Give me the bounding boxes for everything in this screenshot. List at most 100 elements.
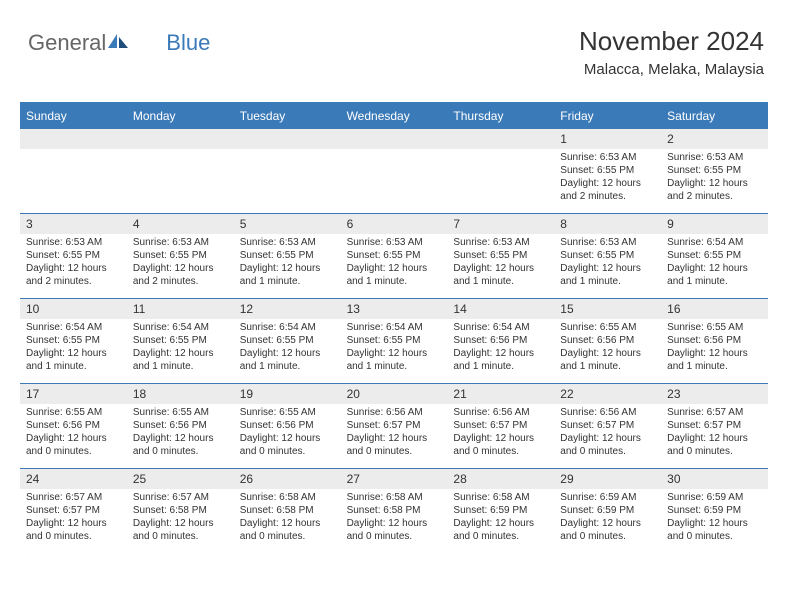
day-cell: 30Sunrise: 6:59 AMSunset: 6:59 PMDayligh… (661, 469, 768, 553)
daylight-text: Daylight: 12 hours and 0 minutes. (667, 432, 762, 458)
sunset-text: Sunset: 6:58 PM (133, 504, 228, 517)
sunset-text: Sunset: 6:55 PM (26, 334, 121, 347)
day-cell: 20Sunrise: 6:56 AMSunset: 6:57 PMDayligh… (341, 384, 448, 468)
sunrise-text: Sunrise: 6:57 AM (667, 406, 762, 419)
day-cell: 16Sunrise: 6:55 AMSunset: 6:56 PMDayligh… (661, 299, 768, 383)
sunset-text: Sunset: 6:56 PM (240, 419, 335, 432)
day-number: 9 (661, 214, 768, 234)
day-number: 23 (661, 384, 768, 404)
day-cell: 13Sunrise: 6:54 AMSunset: 6:55 PMDayligh… (341, 299, 448, 383)
daylight-text: Daylight: 12 hours and 1 minute. (667, 347, 762, 373)
sunrise-text: Sunrise: 6:55 AM (560, 321, 655, 334)
sunrise-text: Sunrise: 6:55 AM (240, 406, 335, 419)
sunset-text: Sunset: 6:55 PM (347, 334, 442, 347)
day-number: 20 (341, 384, 448, 404)
daylight-text: Daylight: 12 hours and 1 minute. (667, 262, 762, 288)
day-cell: 8Sunrise: 6:53 AMSunset: 6:55 PMDaylight… (554, 214, 661, 298)
day-number: 30 (661, 469, 768, 489)
sunrise-text: Sunrise: 6:55 AM (133, 406, 228, 419)
day-number: 2 (661, 129, 768, 149)
sunrise-text: Sunrise: 6:54 AM (347, 321, 442, 334)
day-cell: 14Sunrise: 6:54 AMSunset: 6:56 PMDayligh… (447, 299, 554, 383)
sunrise-text: Sunrise: 6:57 AM (133, 491, 228, 504)
empty-daynum (447, 129, 554, 149)
day-details: Sunrise: 6:53 AMSunset: 6:55 PMDaylight:… (554, 234, 661, 292)
sunset-text: Sunset: 6:57 PM (453, 419, 548, 432)
day-cell: 3Sunrise: 6:53 AMSunset: 6:55 PMDaylight… (20, 214, 127, 298)
empty-daynum (341, 129, 448, 149)
daylight-text: Daylight: 12 hours and 1 minute. (240, 262, 335, 288)
day-cell: 15Sunrise: 6:55 AMSunset: 6:56 PMDayligh… (554, 299, 661, 383)
day-cell: 18Sunrise: 6:55 AMSunset: 6:56 PMDayligh… (127, 384, 234, 468)
day-number: 4 (127, 214, 234, 234)
day-details: Sunrise: 6:54 AMSunset: 6:56 PMDaylight:… (447, 319, 554, 377)
day-cell: 19Sunrise: 6:55 AMSunset: 6:56 PMDayligh… (234, 384, 341, 468)
day-number: 5 (234, 214, 341, 234)
day-cell: 23Sunrise: 6:57 AMSunset: 6:57 PMDayligh… (661, 384, 768, 468)
day-number: 24 (20, 469, 127, 489)
sunrise-text: Sunrise: 6:56 AM (560, 406, 655, 419)
day-header-thursday: Thursday (447, 104, 554, 128)
day-header-tuesday: Tuesday (234, 104, 341, 128)
week-row: 17Sunrise: 6:55 AMSunset: 6:56 PMDayligh… (20, 383, 768, 468)
day-number: 21 (447, 384, 554, 404)
sunset-text: Sunset: 6:56 PM (560, 334, 655, 347)
sunset-text: Sunset: 6:55 PM (560, 164, 655, 177)
day-details: Sunrise: 6:59 AMSunset: 6:59 PMDaylight:… (554, 489, 661, 547)
sunrise-text: Sunrise: 6:56 AM (453, 406, 548, 419)
sunrise-text: Sunrise: 6:54 AM (133, 321, 228, 334)
day-number: 17 (20, 384, 127, 404)
month-title: November 2024 (579, 26, 764, 57)
header: November 2024 Malacca, Melaka, Malaysia (579, 26, 764, 78)
day-cell: 11Sunrise: 6:54 AMSunset: 6:55 PMDayligh… (127, 299, 234, 383)
day-details: Sunrise: 6:58 AMSunset: 6:59 PMDaylight:… (447, 489, 554, 547)
daylight-text: Daylight: 12 hours and 2 minutes. (667, 177, 762, 203)
calendar: SundayMondayTuesdayWednesdayThursdayFrid… (20, 102, 768, 553)
day-number: 13 (341, 299, 448, 319)
day-details: Sunrise: 6:56 AMSunset: 6:57 PMDaylight:… (341, 404, 448, 462)
daylight-text: Daylight: 12 hours and 0 minutes. (667, 517, 762, 543)
daylight-text: Daylight: 12 hours and 1 minute. (560, 262, 655, 288)
sunrise-text: Sunrise: 6:59 AM (667, 491, 762, 504)
day-details: Sunrise: 6:57 AMSunset: 6:58 PMDaylight:… (127, 489, 234, 547)
daylight-text: Daylight: 12 hours and 1 minute. (347, 262, 442, 288)
day-cell: 5Sunrise: 6:53 AMSunset: 6:55 PMDaylight… (234, 214, 341, 298)
daylight-text: Daylight: 12 hours and 2 minutes. (133, 262, 228, 288)
sunset-text: Sunset: 6:59 PM (453, 504, 548, 517)
sunrise-text: Sunrise: 6:53 AM (347, 236, 442, 249)
day-details: Sunrise: 6:53 AMSunset: 6:55 PMDaylight:… (20, 234, 127, 292)
sunset-text: Sunset: 6:59 PM (667, 504, 762, 517)
empty-daynum (20, 129, 127, 149)
daylight-text: Daylight: 12 hours and 0 minutes. (453, 517, 548, 543)
daylight-text: Daylight: 12 hours and 1 minute. (453, 262, 548, 288)
day-number: 7 (447, 214, 554, 234)
day-details: Sunrise: 6:59 AMSunset: 6:59 PMDaylight:… (661, 489, 768, 547)
sunrise-text: Sunrise: 6:53 AM (560, 236, 655, 249)
daylight-text: Daylight: 12 hours and 0 minutes. (133, 517, 228, 543)
day-details: Sunrise: 6:58 AMSunset: 6:58 PMDaylight:… (234, 489, 341, 547)
day-cell: 22Sunrise: 6:56 AMSunset: 6:57 PMDayligh… (554, 384, 661, 468)
daylight-text: Daylight: 12 hours and 0 minutes. (560, 517, 655, 543)
day-header-row: SundayMondayTuesdayWednesdayThursdayFrid… (20, 104, 768, 128)
sunrise-text: Sunrise: 6:58 AM (347, 491, 442, 504)
daylight-text: Daylight: 12 hours and 1 minute. (240, 347, 335, 373)
day-number: 22 (554, 384, 661, 404)
day-cell: 28Sunrise: 6:58 AMSunset: 6:59 PMDayligh… (447, 469, 554, 553)
day-details: Sunrise: 6:55 AMSunset: 6:56 PMDaylight:… (127, 404, 234, 462)
sunset-text: Sunset: 6:55 PM (667, 249, 762, 262)
day-details: Sunrise: 6:53 AMSunset: 6:55 PMDaylight:… (127, 234, 234, 292)
empty-cell (447, 129, 554, 213)
daylight-text: Daylight: 12 hours and 0 minutes. (240, 517, 335, 543)
day-cell: 7Sunrise: 6:53 AMSunset: 6:55 PMDaylight… (447, 214, 554, 298)
sunset-text: Sunset: 6:55 PM (26, 249, 121, 262)
empty-daynum (127, 129, 234, 149)
day-details: Sunrise: 6:55 AMSunset: 6:56 PMDaylight:… (234, 404, 341, 462)
sunset-text: Sunset: 6:57 PM (347, 419, 442, 432)
daylight-text: Daylight: 12 hours and 1 minute. (560, 347, 655, 373)
day-cell: 12Sunrise: 6:54 AMSunset: 6:55 PMDayligh… (234, 299, 341, 383)
daylight-text: Daylight: 12 hours and 0 minutes. (133, 432, 228, 458)
logo: General Blue (28, 30, 210, 56)
empty-cell (341, 129, 448, 213)
daylight-text: Daylight: 12 hours and 2 minutes. (560, 177, 655, 203)
daylight-text: Daylight: 12 hours and 0 minutes. (240, 432, 335, 458)
